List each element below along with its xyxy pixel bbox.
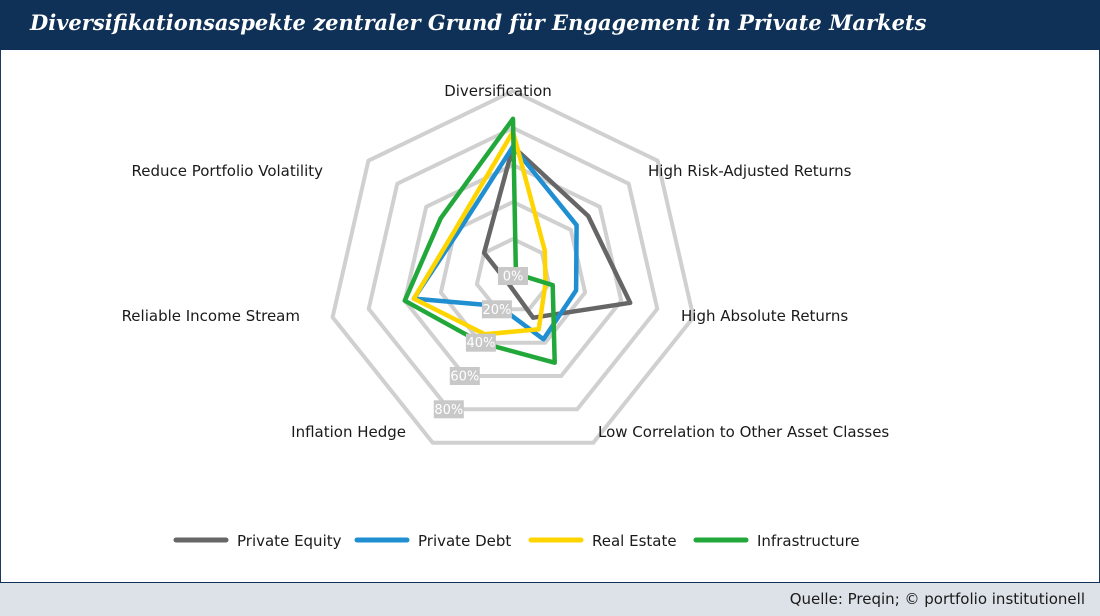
- tick-label-group: 60%: [449, 367, 480, 385]
- radar-grid: [330, 89, 696, 445]
- tick-label-background: [433, 400, 464, 419]
- grid-ring: [402, 163, 624, 378]
- legend-item-private-equity: Private Equity: [173, 532, 342, 550]
- series-private-equity: [481, 144, 633, 320]
- page-title: Diversifikationsaspekte zentraler Grund …: [30, 10, 927, 35]
- tick-label-background: [449, 367, 480, 385]
- legend-label: Real Estate: [592, 532, 677, 550]
- chart-legend: Private Equity Private Debt Real Estate …: [173, 532, 860, 550]
- tick-label: 20%: [482, 303, 511, 318]
- axis-label-diversification: Diversification: [444, 82, 552, 100]
- radar-axis-labels: Diversification High Risk-Adjusted Retur…: [122, 82, 890, 441]
- series-private-debt: [411, 144, 579, 342]
- tick-label-group: 40%: [465, 333, 496, 352]
- radar-series: [402, 116, 633, 365]
- source-note: Quelle: Preqin; © portfolio institutione…: [789, 590, 1085, 608]
- grid-ring: [330, 89, 696, 445]
- axis-label-reduce-portfolio-volatility: Reduce Portfolio Volatility: [132, 162, 324, 180]
- legend-label: Infrastructure: [757, 532, 860, 550]
- legend-label: Private Equity: [237, 532, 342, 550]
- grid-ring: [366, 126, 660, 412]
- tick-label: 60%: [450, 370, 479, 385]
- legend-label: Private Debt: [418, 532, 511, 550]
- tick-label-group: 0%: [498, 267, 528, 285]
- tick-label-group: 80%: [433, 400, 464, 419]
- title-bar: Diversifikationsaspekte zentraler Grund …: [0, 0, 1100, 50]
- axis-label-high-risk-adjusted-returns: High Risk-Adjusted Returns: [648, 162, 852, 180]
- axis-label-inflation-hedge: Inflation Hedge: [291, 423, 406, 441]
- axis-label-high-absolute-returns: High Absolute Returns: [681, 307, 848, 325]
- legend-item-infrastructure: Infrastructure: [693, 532, 860, 550]
- tick-label: 80%: [434, 403, 463, 418]
- legend-item-private-debt: Private Debt: [354, 532, 511, 550]
- axis-label-reliable-income-stream: Reliable Income Stream: [122, 307, 300, 325]
- tick-label: 0%: [503, 270, 524, 285]
- footer-bar: Quelle: Preqin; © portfolio institutione…: [0, 582, 1100, 616]
- tick-label-background: [481, 300, 512, 319]
- axis-label-low-correlation: Low Correlation to Other Asset Classes: [598, 423, 889, 441]
- legend-item-real-estate: Real Estate: [528, 532, 677, 550]
- tick-label-background: [465, 333, 496, 352]
- radar-tick-labels: 0% 20% 40% 60% 80%: [433, 267, 528, 419]
- tick-label-group: 20%: [481, 300, 512, 319]
- tick-label: 40%: [466, 336, 495, 351]
- tick-label-background: [498, 267, 528, 285]
- series-real-estate: [411, 129, 548, 337]
